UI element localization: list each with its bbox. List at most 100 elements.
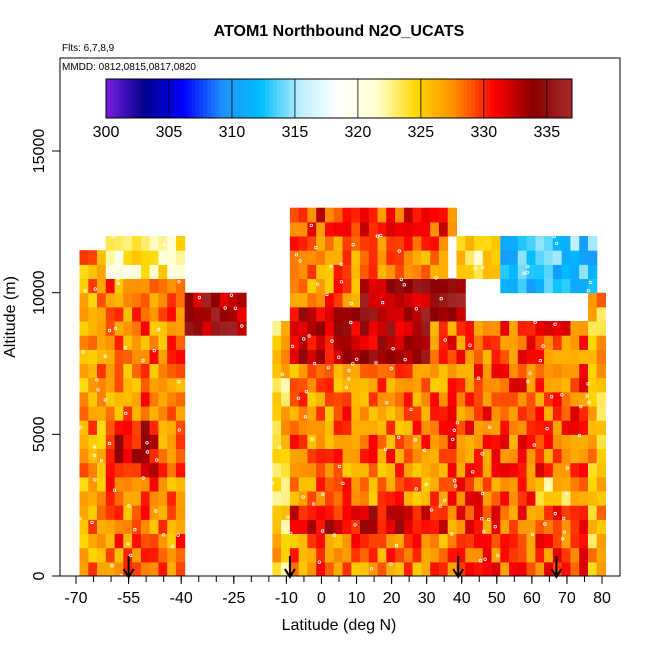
heatmap-cell bbox=[395, 547, 405, 563]
heatmap-cell bbox=[123, 448, 133, 464]
colorbar-segment bbox=[505, 79, 511, 118]
heatmap-cell bbox=[175, 406, 186, 421]
heatmap-cell bbox=[395, 264, 405, 279]
heatmap-cell bbox=[316, 491, 326, 506]
heatmap-cell bbox=[360, 391, 370, 407]
heatmap-cell bbox=[500, 448, 510, 464]
heatmap-cell bbox=[307, 462, 317, 478]
colorbar-segment bbox=[339, 79, 344, 118]
heatmap-cell bbox=[517, 363, 528, 379]
heatmap-cell bbox=[491, 236, 501, 251]
heatmap-cell bbox=[552, 533, 563, 549]
sample-point bbox=[116, 281, 120, 286]
heatmap-cell bbox=[289, 491, 300, 506]
heatmap-cell bbox=[272, 391, 282, 407]
sample-point bbox=[93, 287, 97, 291]
heatmap-cell bbox=[342, 250, 352, 265]
sample-point bbox=[78, 425, 83, 430]
heatmap-cell bbox=[342, 519, 352, 534]
heatmap-cell bbox=[544, 505, 554, 520]
heatmap-cell bbox=[438, 406, 449, 421]
sample-point bbox=[312, 361, 317, 366]
heatmap-cell bbox=[526, 335, 536, 350]
heatmap-cell bbox=[360, 533, 370, 549]
colorbar-segment bbox=[439, 79, 445, 118]
heatmap-cell bbox=[149, 519, 159, 534]
heatmap-cell bbox=[438, 519, 449, 534]
x-tick-label: 0 bbox=[317, 590, 326, 607]
sample-point bbox=[414, 487, 418, 491]
heatmap-cell bbox=[377, 406, 387, 421]
heatmap-cell bbox=[289, 462, 300, 478]
heatmap-cell bbox=[360, 505, 370, 520]
heatmap-cell bbox=[289, 377, 300, 393]
heatmap-cell bbox=[465, 420, 475, 435]
heatmap-cell bbox=[140, 533, 151, 549]
heatmap-cell bbox=[403, 476, 414, 492]
heatmap-cell bbox=[561, 278, 571, 294]
heatmap-cell bbox=[544, 519, 554, 534]
colorbar-segment bbox=[443, 79, 449, 118]
sample-point bbox=[177, 428, 181, 432]
heatmap-cell bbox=[158, 391, 168, 407]
heatmap-cell bbox=[298, 448, 308, 464]
heatmap-cell bbox=[123, 335, 133, 350]
heatmap-cell bbox=[114, 250, 124, 265]
heatmap-cell bbox=[421, 321, 431, 336]
heatmap-cell bbox=[167, 448, 177, 464]
heatmap-cell bbox=[342, 533, 352, 549]
heatmap-cell bbox=[88, 519, 98, 534]
heatmap-cell bbox=[158, 349, 168, 364]
sample-point bbox=[320, 529, 325, 533]
heatmap-cell bbox=[596, 306, 606, 322]
heatmap-cell bbox=[421, 434, 431, 449]
heatmap-cell bbox=[491, 491, 501, 506]
heatmap-cell bbox=[395, 278, 405, 294]
heatmap-cell bbox=[298, 236, 308, 251]
sample-point bbox=[113, 326, 118, 331]
heatmap-cell bbox=[88, 462, 98, 478]
heatmap-cell bbox=[526, 321, 536, 336]
heatmap-cell bbox=[298, 278, 308, 294]
heatmap-cell bbox=[158, 434, 168, 449]
heatmap-cell bbox=[325, 321, 335, 336]
heatmap-cell bbox=[140, 335, 151, 350]
heatmap-cell bbox=[509, 434, 519, 449]
sample-point bbox=[526, 379, 530, 384]
heatmap-cell bbox=[579, 250, 589, 265]
heatmap-cell bbox=[298, 335, 308, 350]
sample-point bbox=[369, 567, 374, 571]
colorbar-segment bbox=[366, 79, 371, 118]
heatmap-cell bbox=[517, 250, 528, 265]
heatmap-cell bbox=[526, 448, 536, 464]
heatmap-cell bbox=[430, 420, 440, 435]
heatmap-cell bbox=[175, 491, 186, 506]
heatmap-cell bbox=[123, 349, 133, 364]
sample-point bbox=[455, 421, 460, 425]
heatmap-cell bbox=[570, 434, 580, 449]
heatmap-cell bbox=[579, 476, 589, 492]
sample-point bbox=[450, 532, 454, 536]
heatmap-cell bbox=[544, 278, 554, 294]
heatmap-cell bbox=[368, 221, 379, 237]
heatmap-cell bbox=[456, 236, 466, 251]
heatmap-cell bbox=[482, 462, 493, 478]
heatmap-cell bbox=[211, 292, 221, 308]
heatmap-cell bbox=[114, 321, 124, 336]
heatmap-cell bbox=[561, 349, 571, 364]
heatmap-cell bbox=[430, 561, 440, 577]
heatmap-cell bbox=[491, 250, 501, 265]
sample-point bbox=[83, 289, 87, 293]
heatmap-cell bbox=[474, 363, 484, 379]
heatmap-cell bbox=[588, 505, 598, 520]
colorbar-segment bbox=[234, 79, 239, 118]
heatmap-cell bbox=[596, 448, 606, 464]
heatmap-cell bbox=[307, 547, 317, 563]
heatmap-cell bbox=[79, 462, 89, 478]
colorbar-segment bbox=[222, 79, 227, 118]
heatmap-cell bbox=[298, 434, 308, 449]
heatmap-cell bbox=[474, 264, 484, 279]
heatmap-cell bbox=[105, 250, 116, 265]
heatmap-cell bbox=[465, 533, 475, 549]
